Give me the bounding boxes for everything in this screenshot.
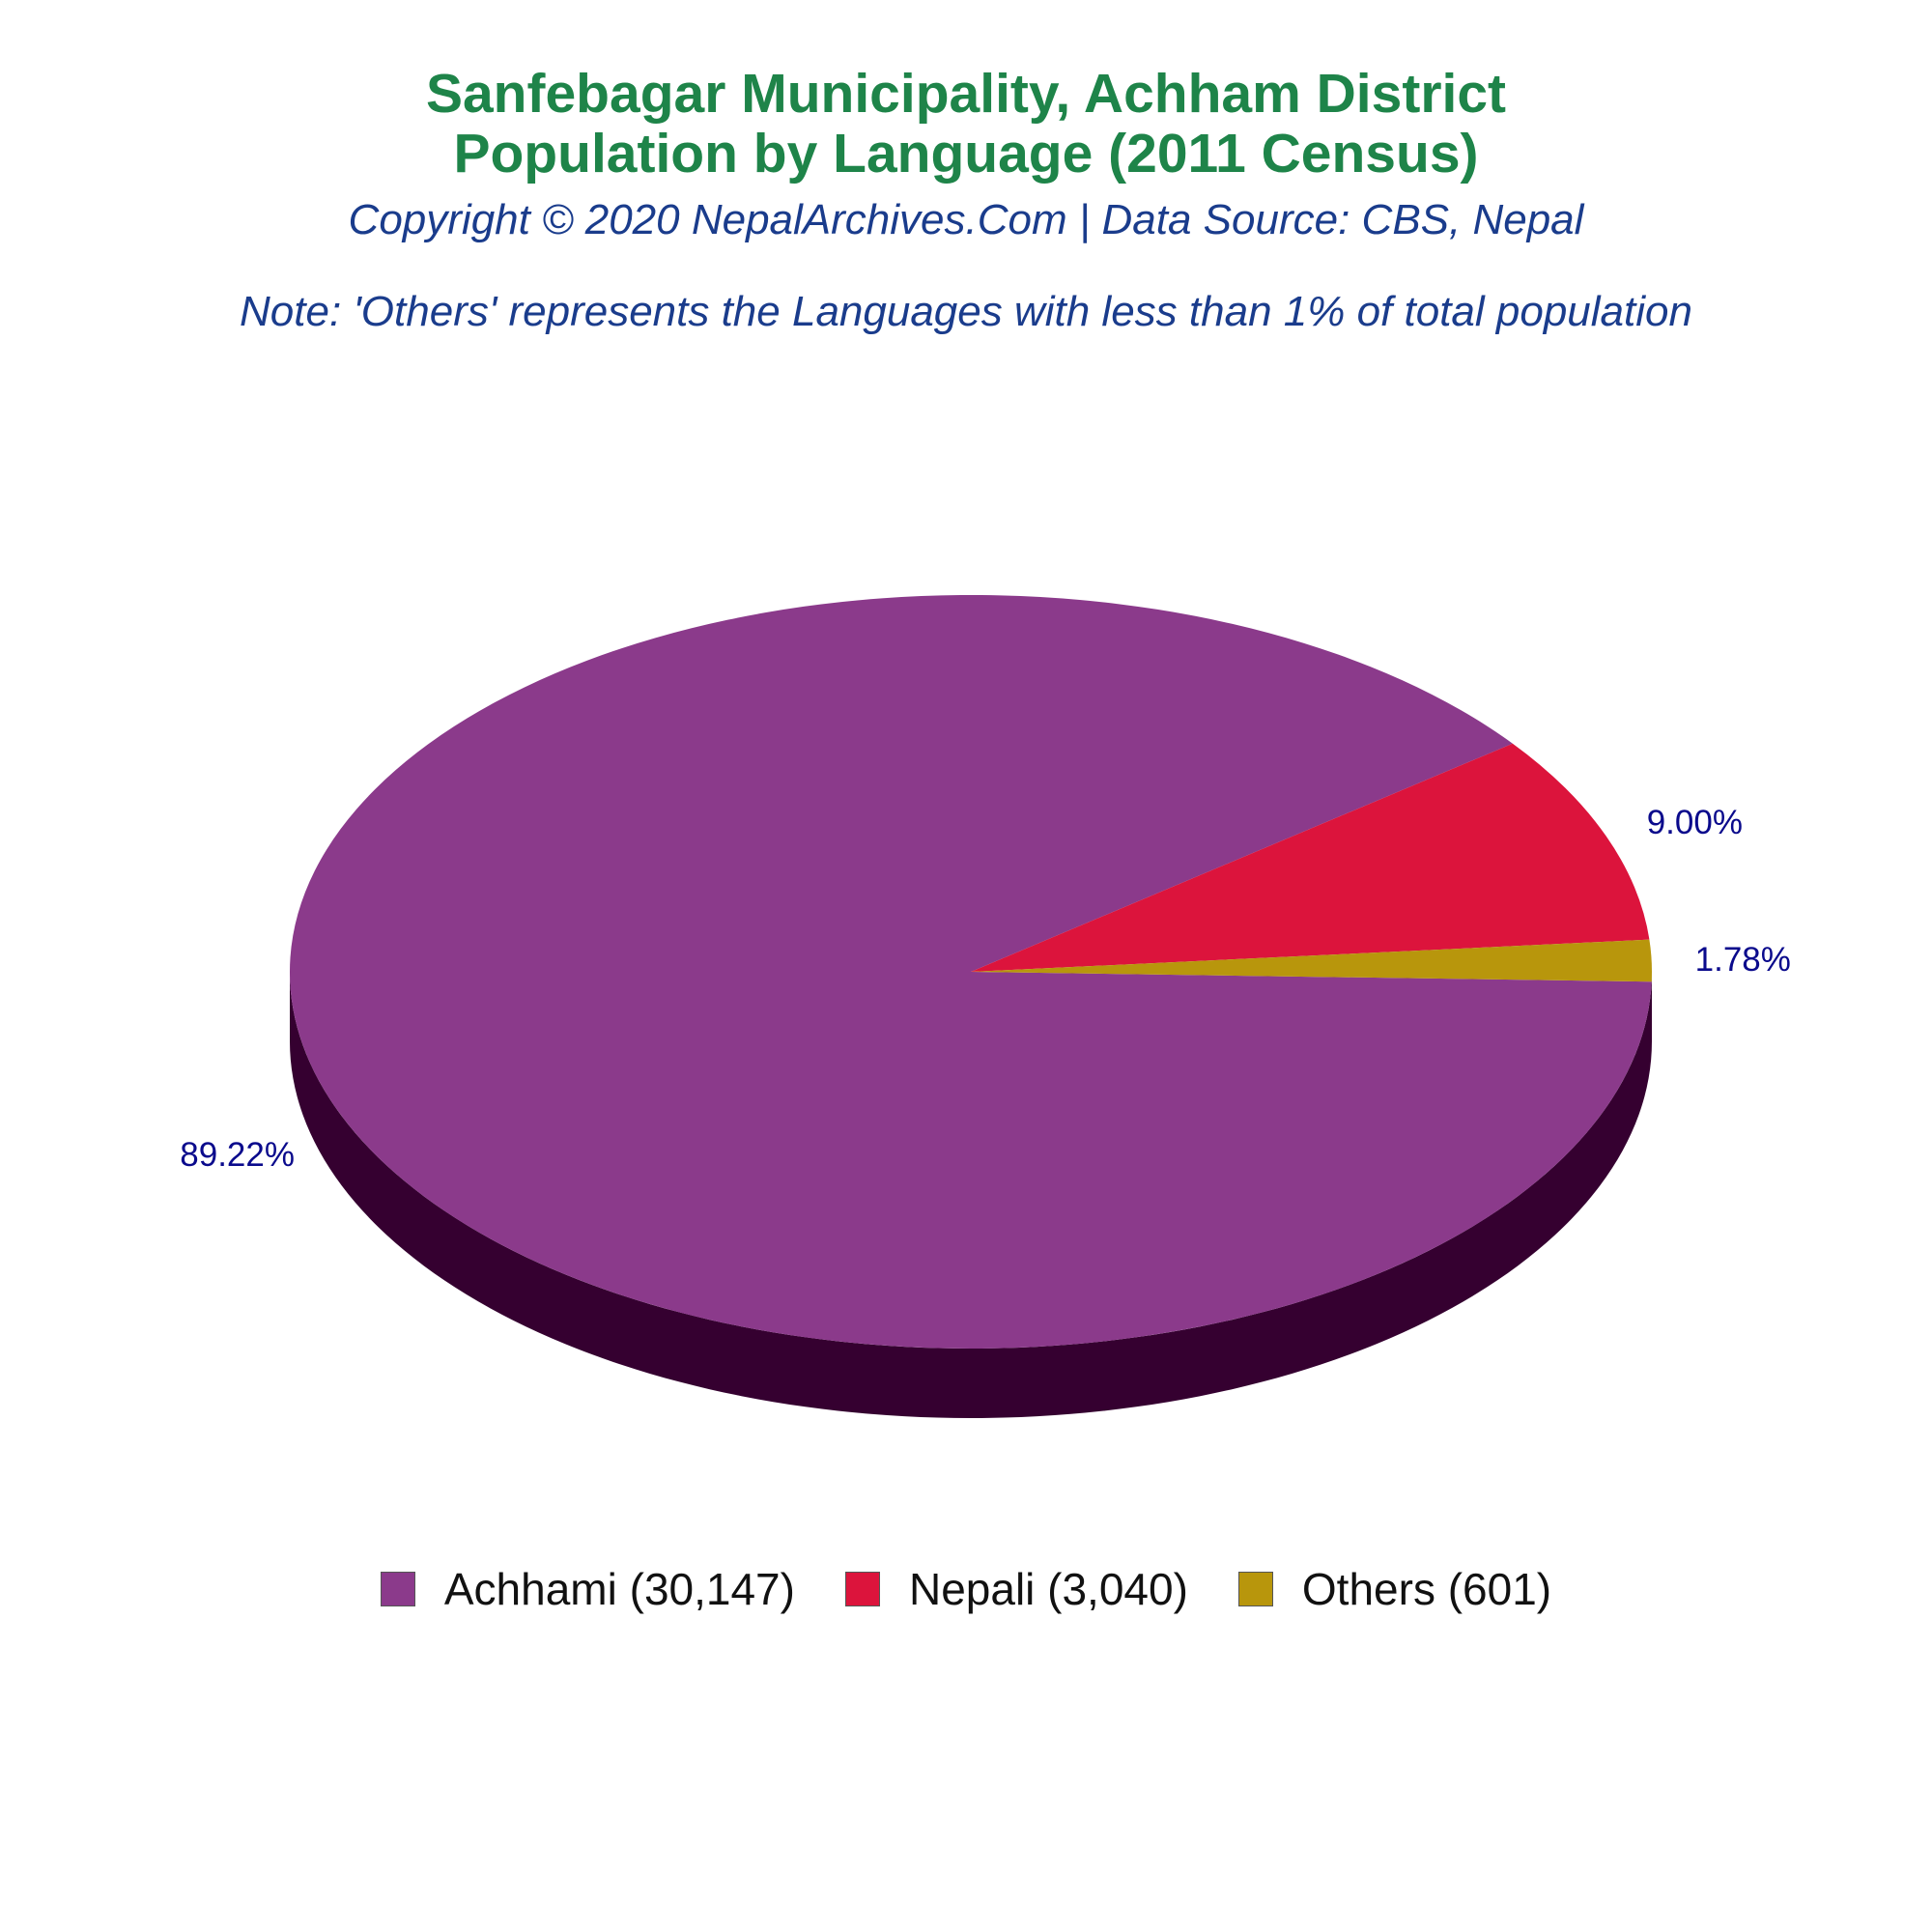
legend-swatch-nepali bbox=[844, 1572, 880, 1606]
legend-swatch-achhami bbox=[380, 1572, 415, 1606]
legend-item-nepali: Nepali (3,040) bbox=[844, 1563, 1188, 1615]
percent-label-nepali: 9.00% bbox=[1647, 804, 1743, 841]
pie-side-wall bbox=[290, 972, 1652, 1418]
legend-label-achhami: Achhami (30,147) bbox=[443, 1564, 795, 1614]
percent-label-others: 1.78% bbox=[1695, 941, 1791, 979]
chart-title-line2: Population by Language (2011 Census) bbox=[453, 123, 1479, 185]
legend-label-nepali: Nepali (3,040) bbox=[908, 1564, 1188, 1614]
pie-slice-achhami bbox=[290, 595, 1652, 1349]
copyright-note: Copyright © 2020 NepalArchives.Com | Dat… bbox=[348, 196, 1584, 243]
legend-item-achhami: Achhami (30,147) bbox=[380, 1563, 795, 1615]
chart-title-line1: Sanfebagar Municipality, Achham District bbox=[425, 63, 1507, 125]
percent-label-achhami: 89.22% bbox=[180, 1136, 295, 1174]
chart-legend: Achhami (30,147) Nepali (3,040) Others (… bbox=[0, 1563, 1932, 1615]
legend-item-others: Others (601) bbox=[1237, 1563, 1552, 1615]
legend-swatch-others bbox=[1237, 1572, 1273, 1606]
pie-slice-others bbox=[971, 939, 1652, 982]
others-note: Note: 'Others' represents the Languages … bbox=[240, 288, 1692, 335]
pie-slice-nepali bbox=[971, 743, 1650, 972]
legend-label-others: Others (601) bbox=[1301, 1564, 1552, 1614]
